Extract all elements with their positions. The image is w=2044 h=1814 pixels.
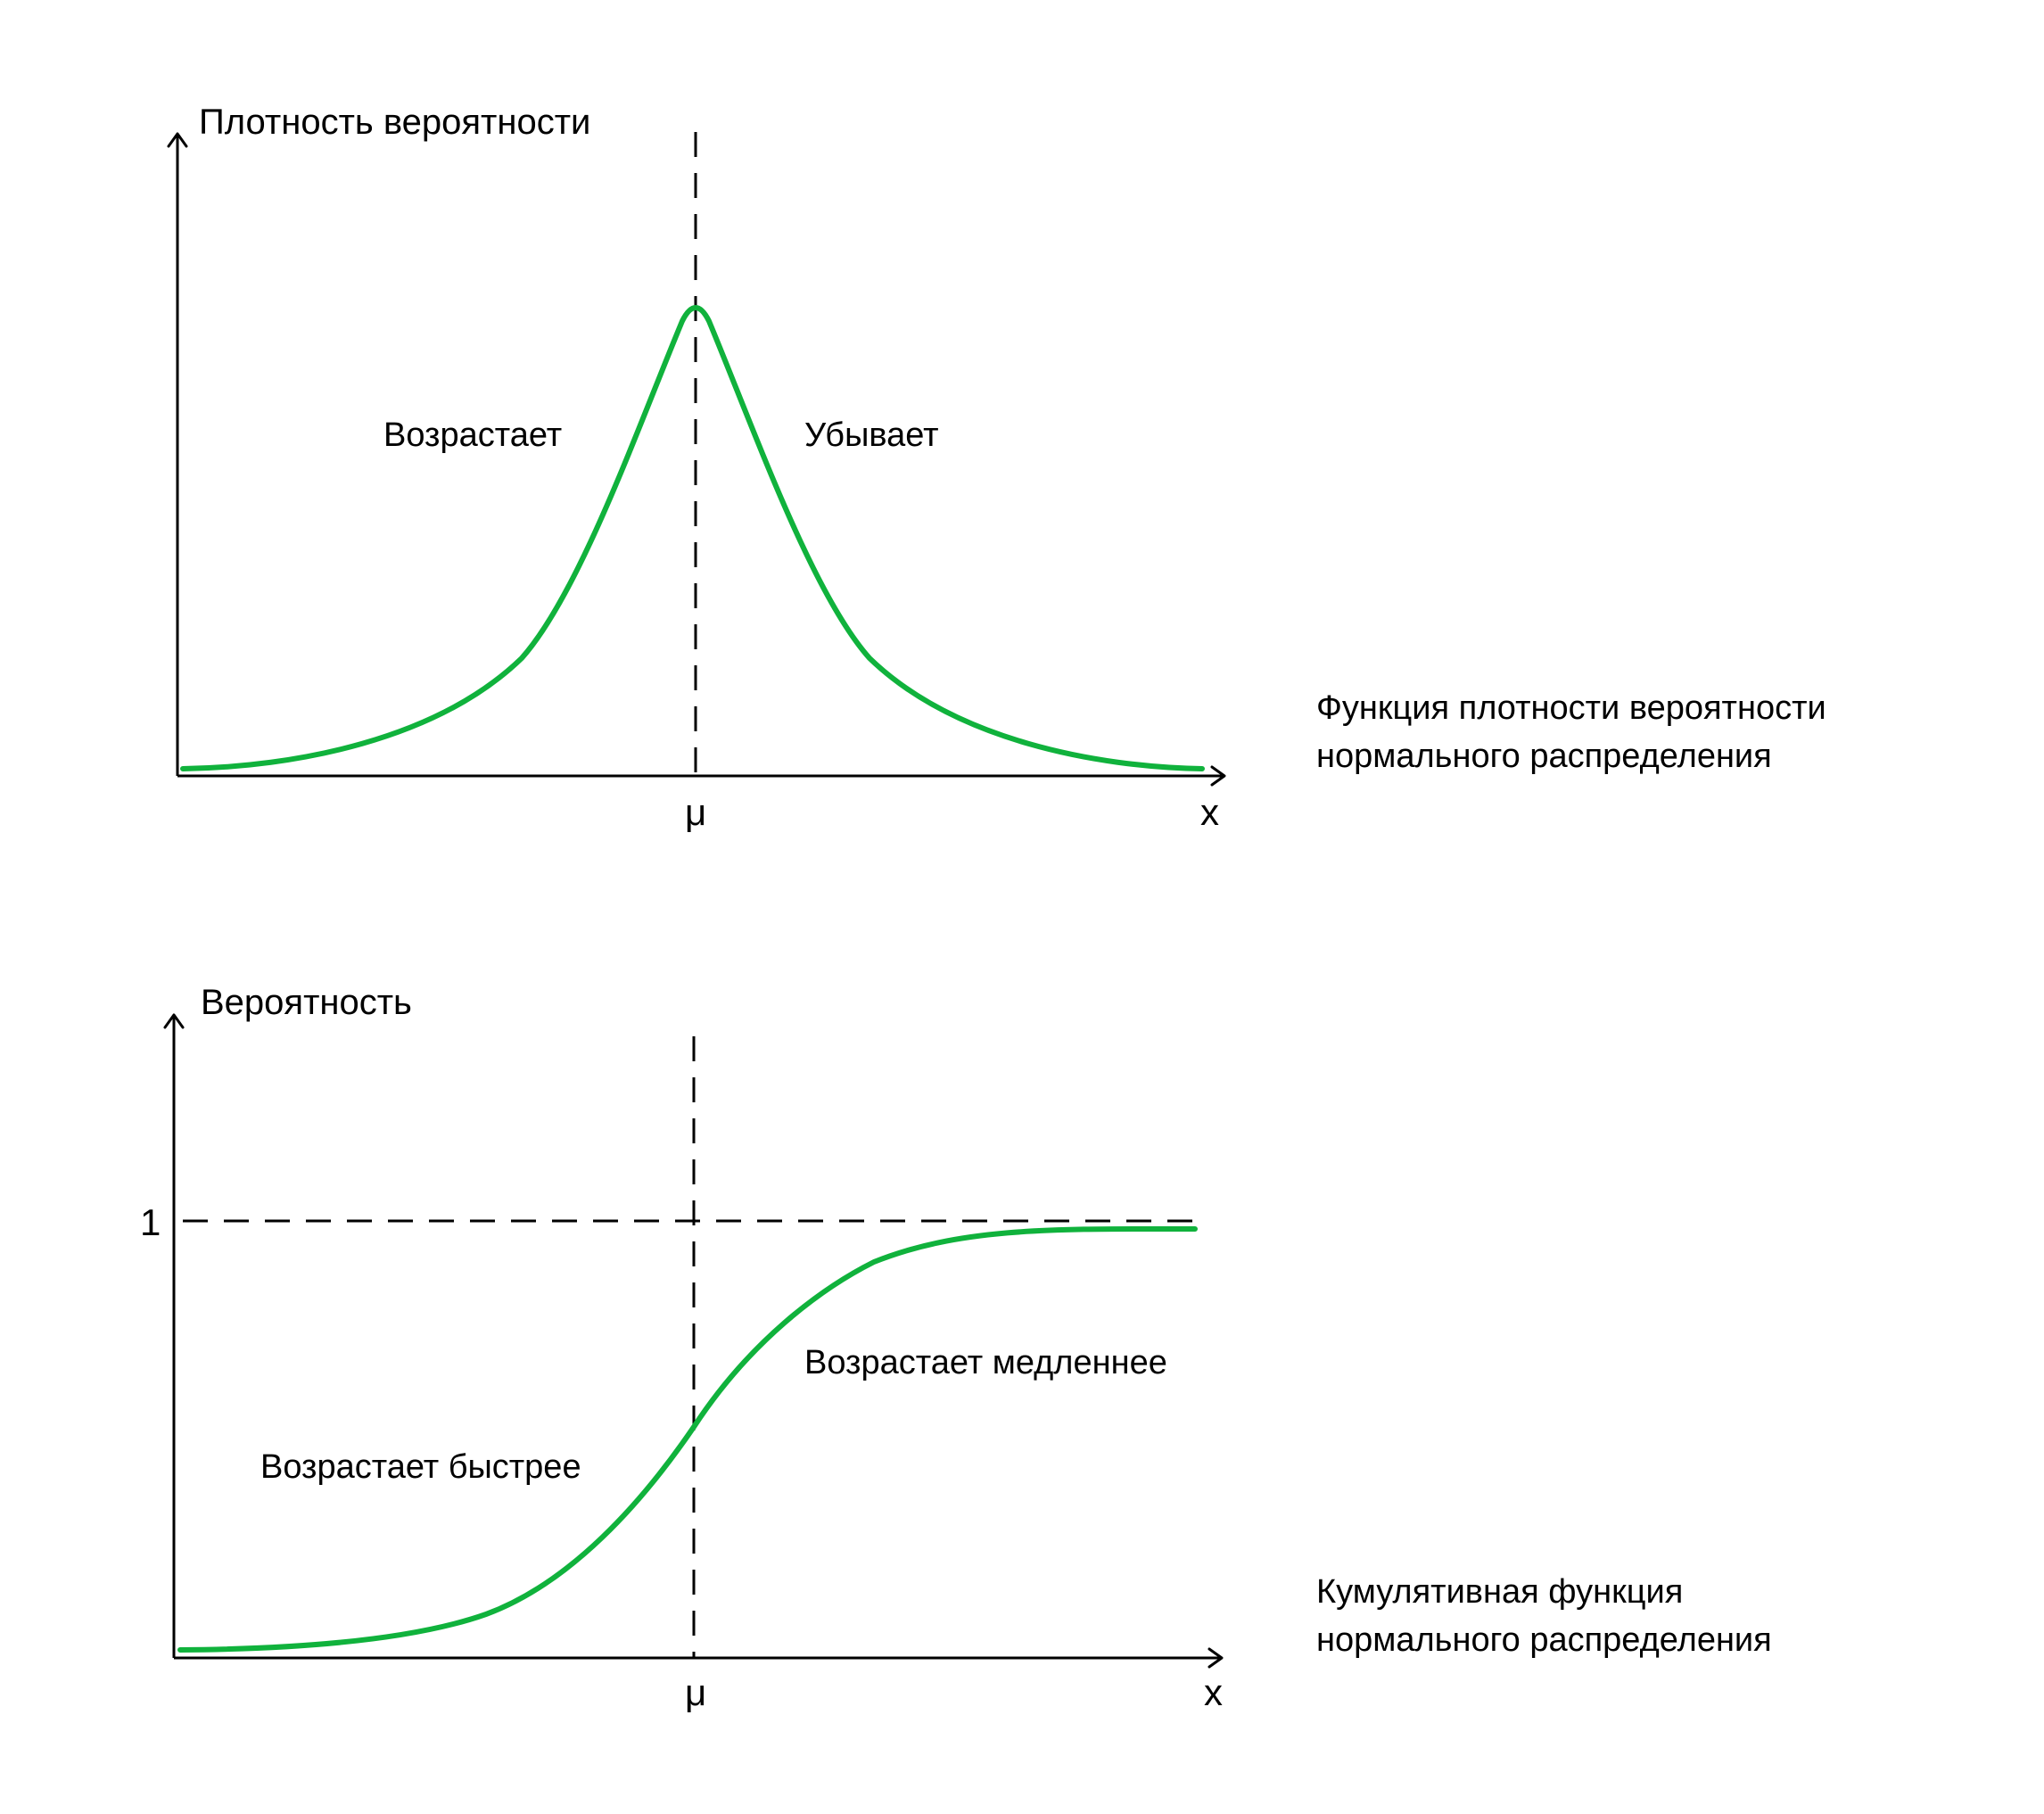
pdf-y-axis-arrowhead bbox=[167, 132, 188, 148]
pdf-caption-line2: нормального распределения bbox=[1316, 738, 1772, 775]
pdf-y-axis-title: Плотность вероятности bbox=[199, 103, 590, 142]
pdf-caption-line1: Функция плотности вероятности bbox=[1316, 689, 1826, 727]
pdf-x-axis-label: x bbox=[1200, 791, 1219, 833]
pdf-mean-tick-label: μ bbox=[685, 791, 706, 833]
cdf-increasing-slower-label: Возрастает медленнее bbox=[804, 1344, 1167, 1381]
cdf-y-axis-arrowhead bbox=[163, 1013, 185, 1029]
cdf-x-axis-arrowhead bbox=[1207, 1647, 1224, 1669]
cdf-caption-line1: Кумулятивная функция bbox=[1316, 1573, 1683, 1611]
pdf-x-axis-arrowhead bbox=[1210, 765, 1226, 787]
pdf-increasing-label: Возрастает bbox=[383, 416, 562, 454]
pdf-decreasing-label: Убывает bbox=[804, 416, 939, 454]
cdf-curve bbox=[177, 1225, 1198, 1653]
cdf-x-axis-label: x bbox=[1204, 1671, 1223, 1713]
cdf-one-tick-label: 1 bbox=[140, 1201, 161, 1243]
cdf-caption-line2: нормального распределения bbox=[1316, 1621, 1772, 1659]
cdf-panel: Вероятность 1 Возрастает медленнее Возра… bbox=[140, 983, 1772, 1713]
cdf-increasing-faster-label: Возрастает быстрее bbox=[260, 1448, 581, 1486]
cdf-y-axis-title: Вероятность bbox=[201, 983, 412, 1022]
pdf-panel: Плотность вероятности Возрастает Убывает… bbox=[167, 103, 1826, 833]
cdf-mean-tick-label: μ bbox=[685, 1671, 706, 1713]
pdf-curve bbox=[180, 305, 1205, 771]
